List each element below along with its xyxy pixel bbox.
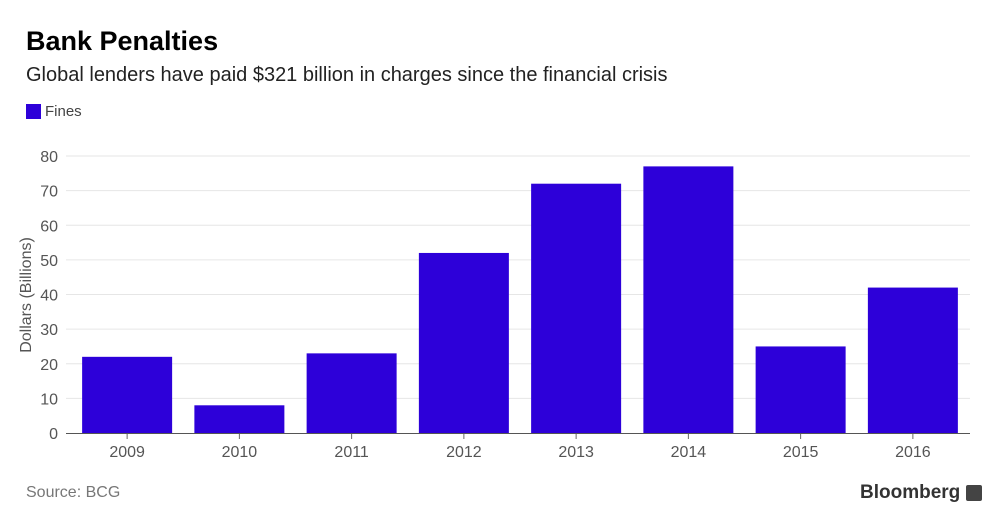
x-tick-label: 2011 <box>334 444 369 461</box>
chart-title: Bank Penalties <box>26 26 219 56</box>
y-tick-label: 70 <box>40 184 58 201</box>
y-tick-label: 20 <box>40 357 58 374</box>
y-tick-label: 50 <box>40 253 58 270</box>
legend: Fines <box>26 103 82 120</box>
y-tick-label: 0 <box>49 426 58 443</box>
y-tick-label: 40 <box>40 288 58 305</box>
bar-2010 <box>194 405 285 433</box>
brand-name: Bloomberg <box>860 482 961 503</box>
y-axis-label: Dollars (Billions) <box>18 237 35 353</box>
legend-swatch <box>26 104 41 119</box>
chart-subtitle: Global lenders have paid $321 billion in… <box>26 64 668 86</box>
x-tick-label: 2014 <box>671 444 707 461</box>
bar-2013 <box>531 183 622 433</box>
bloomberg-logo: Bloomberg <box>860 482 983 504</box>
x-tick-label: 2012 <box>446 444 482 461</box>
bar-2016 <box>867 287 958 433</box>
y-tick-label: 60 <box>40 218 58 235</box>
y-tick-label: 10 <box>40 391 58 408</box>
x-tick-label: 2016 <box>895 444 931 461</box>
y-tick-label: 30 <box>40 322 58 339</box>
source-note: Source: BCG <box>26 484 121 501</box>
bar-2009 <box>82 356 173 433</box>
x-tick-label: 2015 <box>783 444 819 461</box>
bar-2014 <box>643 166 734 433</box>
y-tick-label: 80 <box>40 149 58 166</box>
bar-2015 <box>755 346 846 433</box>
legend-label: Fines <box>45 103 82 120</box>
bar-2011 <box>306 353 397 433</box>
bloomberg-mark-icon <box>966 485 983 501</box>
bar-2012 <box>418 252 509 433</box>
x-tick-label: 2013 <box>558 444 594 461</box>
x-tick-label: 2010 <box>222 444 258 461</box>
x-tick-label: 2009 <box>109 444 145 461</box>
